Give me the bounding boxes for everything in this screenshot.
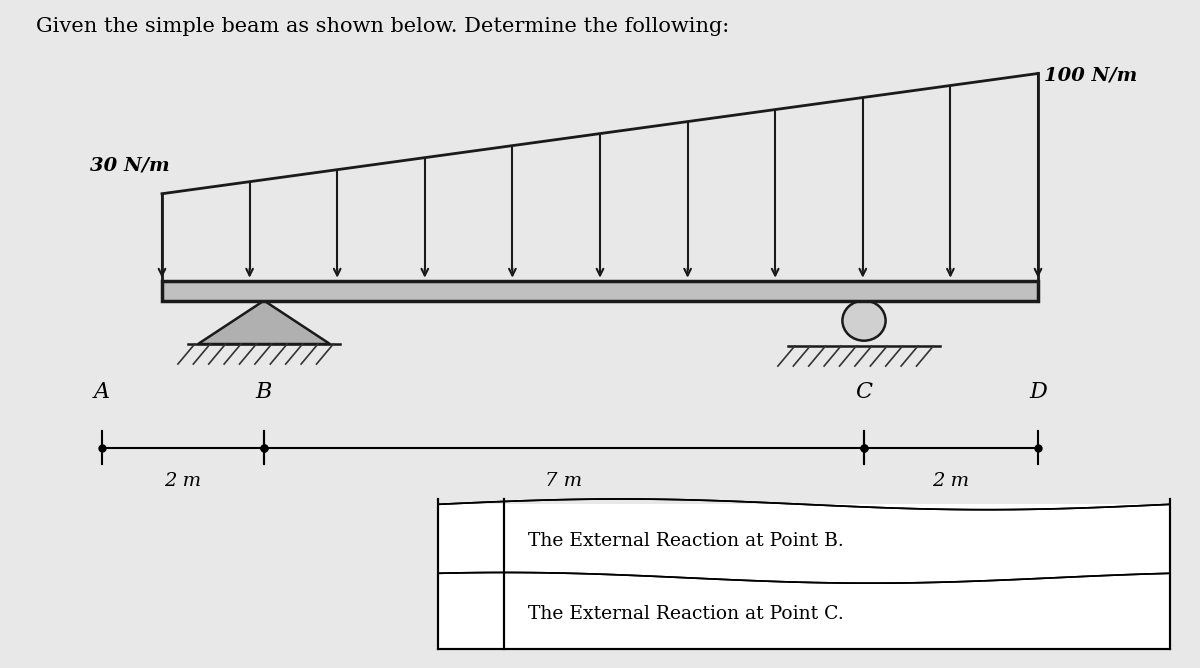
Bar <box>162 281 1038 301</box>
Bar <box>438 578 1170 649</box>
Ellipse shape <box>842 301 886 341</box>
Text: B: B <box>256 381 272 403</box>
Text: 100 N/m: 100 N/m <box>1044 67 1138 85</box>
Text: 2 m: 2 m <box>164 472 202 490</box>
Text: 7 m: 7 m <box>546 472 582 490</box>
Text: A: A <box>94 381 110 403</box>
Text: The External Reaction at Point C.: The External Reaction at Point C. <box>528 605 844 623</box>
Text: Given the simple beam as shown below. Determine the following:: Given the simple beam as shown below. De… <box>36 17 730 35</box>
Text: C: C <box>856 381 872 403</box>
Text: 2 m: 2 m <box>932 472 970 490</box>
Text: The External Reaction at Point B.: The External Reaction at Point B. <box>528 532 844 550</box>
Polygon shape <box>198 301 330 344</box>
Text: D: D <box>1030 381 1046 403</box>
Text: 30 N/m: 30 N/m <box>90 157 169 175</box>
Bar <box>438 504 1170 578</box>
